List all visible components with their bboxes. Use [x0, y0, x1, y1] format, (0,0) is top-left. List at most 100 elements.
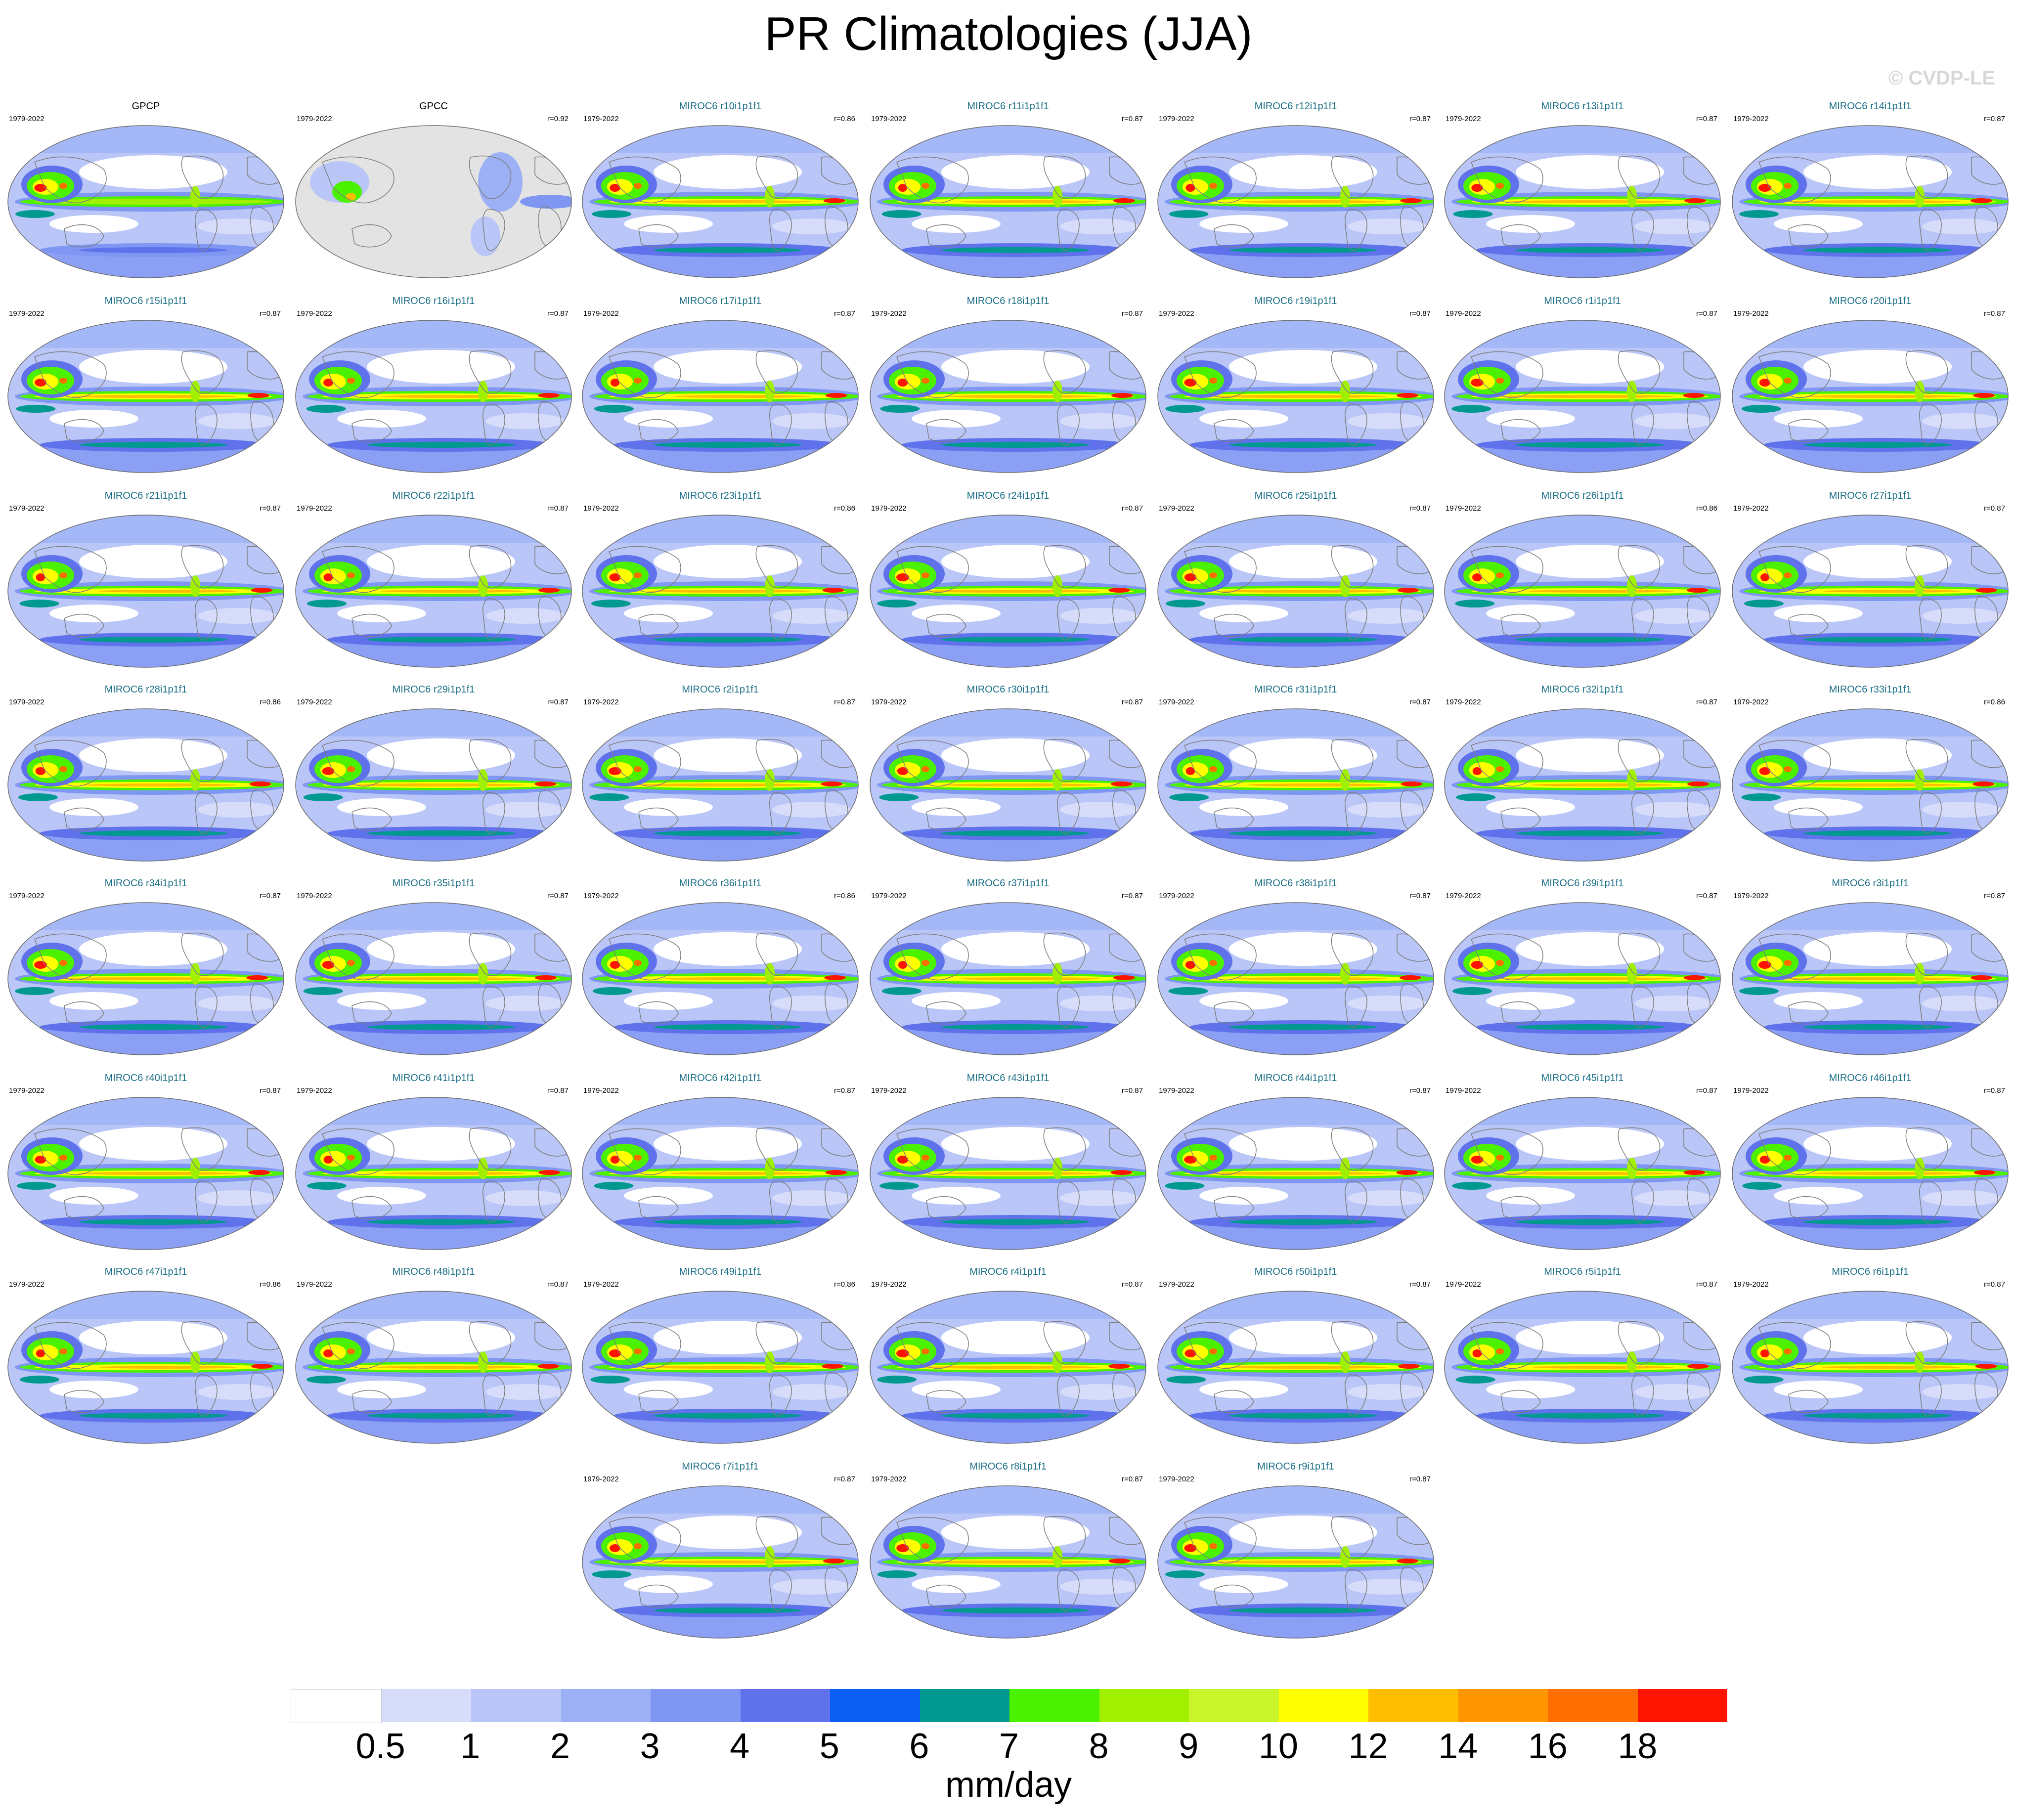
panel-correlation: r=0.87 — [1122, 698, 1143, 706]
panel-title: MIROC6 r16i1p1f1 — [392, 296, 475, 306]
panel-title: MIROC6 r33i1p1f1 — [1829, 684, 1912, 695]
panel-title: MIROC6 r7i1p1f1 — [682, 1461, 759, 1472]
panel-correlation: r=0.87 — [1696, 698, 1717, 706]
panel-title: MIROC6 r5i1p1f1 — [1544, 1266, 1621, 1277]
panel-correlation: r=0.87 — [834, 309, 855, 318]
panel-years: 1979-2022 — [583, 504, 619, 513]
panel-years: 1979-2022 — [1733, 1280, 1769, 1289]
panel-correlation: r=0.87 — [1409, 892, 1431, 900]
colorbar-tick-labels: 0.5 1 2 3 4 5 6 7 8 9 10 12 14 16 18 — [0, 1726, 2017, 1766]
panel-title: MIROC6 r23i1p1f1 — [679, 490, 762, 501]
panel-correlation: r=0.87 — [1409, 309, 1431, 318]
map-panel: MIROC6 r41i1p1f1 1979-2022 r=0.87 — [293, 1070, 574, 1257]
map-panel: MIROC6 r1i1p1f1 1979-2022 r=0.87 — [1442, 293, 1723, 480]
panel-years: 1979-2022 — [297, 892, 332, 900]
map-panel: MIROC6 r24i1p1f1 1979-2022 r=0.87 — [867, 487, 1149, 675]
panel-years: 1979-2022 — [297, 1086, 332, 1095]
panel-correlation: r=0.87 — [547, 698, 569, 706]
colorbar-tick-label: 16 — [1528, 1727, 1568, 1766]
colorbar-tick-label: 18 — [1618, 1727, 1658, 1766]
panel-years: 1979-2022 — [9, 115, 44, 123]
colorbar-tick-label: 3 — [640, 1727, 660, 1766]
map-panel: MIROC6 r47i1p1f1 1979-2022 r=0.86 — [5, 1263, 287, 1451]
map-panel: MIROC6 r16i1p1f1 1979-2022 r=0.87 — [293, 293, 574, 480]
panel-title: MIROC6 r10i1p1f1 — [679, 101, 762, 112]
colorbar-swatch — [471, 1689, 561, 1722]
colorbar-units: mm/day — [945, 1765, 1072, 1805]
panel-years: 1979-2022 — [297, 698, 332, 706]
panel-title: MIROC6 r17i1p1f1 — [679, 296, 762, 306]
map-panel: MIROC6 r43i1p1f1 1979-2022 r=0.87 — [867, 1070, 1149, 1257]
panel-title: MIROC6 r25i1p1f1 — [1254, 490, 1337, 501]
map-panel: MIROC6 r35i1p1f1 1979-2022 r=0.87 — [293, 875, 574, 1063]
panel-years: 1979-2022 — [1733, 698, 1769, 706]
colorbar-swatch — [1099, 1689, 1189, 1722]
panel-years: 1979-2022 — [871, 1280, 907, 1289]
panel-years: 1979-2022 — [1159, 1086, 1194, 1095]
panel-title: MIROC6 r26i1p1f1 — [1541, 490, 1624, 501]
panel-correlation: r=0.87 — [1122, 1475, 1143, 1483]
panel-correlation: r=0.87 — [1696, 1086, 1717, 1095]
panel-years: 1979-2022 — [871, 698, 907, 706]
panel-years: 1979-2022 — [9, 309, 44, 318]
watermark: © CVDP-LE — [1888, 67, 1995, 89]
panel-correlation: r=0.87 — [1409, 1475, 1431, 1483]
panel-title: MIROC6 r13i1p1f1 — [1541, 101, 1624, 112]
panel-title: MIROC6 r40i1p1f1 — [104, 1073, 187, 1083]
panel-correlation: r=0.87 — [1122, 1280, 1143, 1289]
map-panel: MIROC6 r23i1p1f1 1979-2022 r=0.86 — [579, 487, 861, 675]
map-panel: MIROC6 r21i1p1f1 1979-2022 r=0.87 — [5, 487, 287, 675]
panel-correlation: r=0.87 — [1409, 698, 1431, 706]
panel-years: 1979-2022 — [297, 1280, 332, 1289]
panel-title: MIROC6 r20i1p1f1 — [1829, 296, 1912, 306]
panel-correlation: r=0.86 — [1696, 504, 1717, 513]
map-panel: MIROC6 r25i1p1f1 1979-2022 r=0.87 — [1155, 487, 1437, 675]
map-panel: MIROC6 r17i1p1f1 1979-2022 r=0.87 — [579, 293, 861, 480]
panel-title: MIROC6 r6i1p1f1 — [1832, 1266, 1909, 1277]
panel-title: MIROC6 r2i1p1f1 — [682, 684, 759, 695]
colorbar-swatch — [1009, 1689, 1099, 1722]
panel-correlation: r=0.87 — [1984, 309, 2005, 318]
map-panel: MIROC6 r27i1p1f1 1979-2022 r=0.87 — [1729, 487, 2011, 675]
panel-years: 1979-2022 — [1733, 309, 1769, 318]
colorbar-swatch — [381, 1689, 471, 1722]
panel-title: MIROC6 r38i1p1f1 — [1254, 878, 1337, 889]
panel-years: 1979-2022 — [871, 1475, 907, 1483]
map-panel: MIROC6 r34i1p1f1 1979-2022 r=0.87 — [5, 875, 287, 1063]
panel-correlation: r=0.87 — [260, 892, 281, 900]
map-panel: MIROC6 r30i1p1f1 1979-2022 r=0.87 — [867, 681, 1149, 869]
map-panel: MIROC6 r8i1p1f1 1979-2022 r=0.87 — [867, 1458, 1149, 1646]
map-panel: MIROC6 r11i1p1f1 1979-2022 r=0.87 — [867, 98, 1149, 286]
panel-title: MIROC6 r49i1p1f1 — [679, 1266, 762, 1277]
map-panel: MIROC6 r18i1p1f1 1979-2022 r=0.87 — [867, 293, 1149, 480]
panel-years: 1979-2022 — [1159, 892, 1194, 900]
colorbar-swatch — [1458, 1689, 1548, 1722]
colorbar-tick-label: 12 — [1348, 1727, 1388, 1766]
panel-title: MIROC6 r4i1p1f1 — [969, 1266, 1047, 1277]
panel-correlation: r=0.87 — [1122, 309, 1143, 318]
map-panel: GPCC 1979-2022 r=0.92 — [293, 98, 574, 286]
panel-title: MIROC6 r27i1p1f1 — [1829, 490, 1912, 501]
panel-years: 1979-2022 — [583, 115, 619, 123]
panel-years: 1979-2022 — [1446, 698, 1481, 706]
panel-years: 1979-2022 — [871, 892, 907, 900]
panel-title: MIROC6 r48i1p1f1 — [392, 1266, 475, 1277]
figure-title: PR Climatologies (JJA) — [764, 7, 1253, 60]
panel-correlation: r=0.87 — [1409, 504, 1431, 513]
panel-correlation: r=0.87 — [1409, 115, 1431, 123]
map-panel: MIROC6 r29i1p1f1 1979-2022 r=0.87 — [293, 681, 574, 869]
map-panel: MIROC6 r50i1p1f1 1979-2022 r=0.87 — [1155, 1263, 1437, 1451]
panel-correlation: r=0.86 — [834, 504, 855, 513]
map-panel: MIROC6 r28i1p1f1 1979-2022 r=0.86 — [5, 681, 287, 869]
panel-years: 1979-2022 — [297, 309, 332, 318]
colorbar-swatch — [1189, 1689, 1279, 1722]
panel-correlation: r=0.87 — [1984, 892, 2005, 900]
panel-years: 1979-2022 — [1733, 892, 1769, 900]
panel-correlation: r=0.87 — [1122, 1086, 1143, 1095]
map-panel: MIROC6 r13i1p1f1 1979-2022 r=0.87 — [1442, 98, 1723, 286]
panel-correlation: r=0.87 — [1122, 504, 1143, 513]
panel-correlation: r=0.87 — [1409, 1280, 1431, 1289]
colorbar-tick-label: 8 — [1089, 1727, 1109, 1766]
panel-correlation: r=0.86 — [1984, 698, 2005, 706]
panel-title: MIROC6 r9i1p1f1 — [1257, 1461, 1334, 1472]
